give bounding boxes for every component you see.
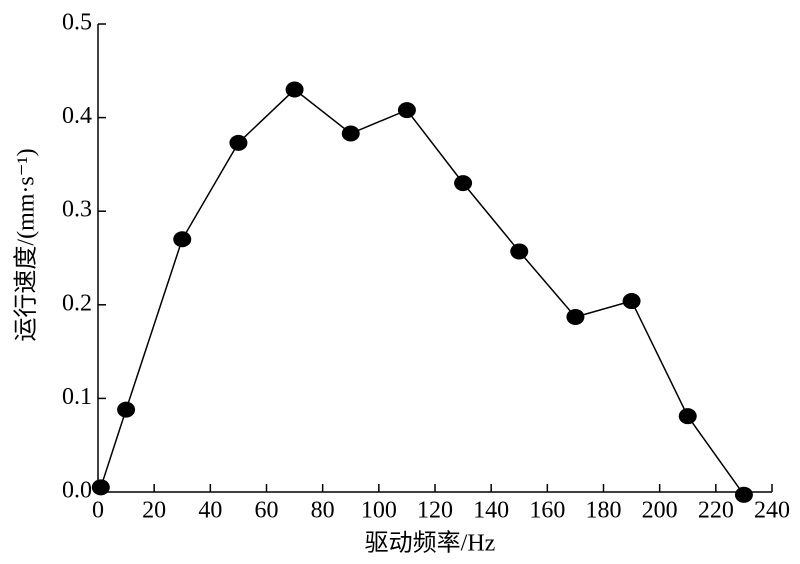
marker [341,125,360,142]
y-tick-label: 0.3 [62,197,92,223]
marker [285,81,304,98]
marker [678,408,697,425]
y-tick-label: 0.0 [62,478,92,504]
marker [454,175,473,192]
x-tick-label: 60 [255,498,279,524]
marker [566,308,585,325]
marker [173,231,192,248]
x-tick-label: 200 [642,498,678,524]
x-tick-label: 220 [698,498,734,524]
x-tick-label: 160 [529,498,565,524]
marker [91,479,110,496]
marker [734,486,753,503]
x-tick-label: 180 [586,498,622,524]
x-tick-label: 120 [417,498,453,524]
marker [117,401,136,418]
x-tick-label: 80 [311,498,335,524]
x-tick-label: 0 [92,498,104,524]
x-axis-label: 驱动频率/Hz [365,530,496,557]
y-tick-label: 0.4 [62,103,92,129]
y-tick-label: 0.5 [62,10,92,36]
x-tick-label: 100 [361,498,397,524]
x-tick-label: 140 [473,498,509,524]
line [100,88,745,496]
x-tick-label: 240 [754,498,790,524]
x-tick-label: 40 [198,498,222,524]
y-tick-label: 0.1 [62,384,92,410]
marker [229,134,248,151]
y-tick-label: 0.2 [62,290,92,316]
y-axis-label: 运行速度/(mm·s⁻¹) [13,148,40,341]
marker [510,243,529,260]
marker [622,293,641,310]
x-tick-label: 20 [142,498,166,524]
marker [397,102,416,119]
